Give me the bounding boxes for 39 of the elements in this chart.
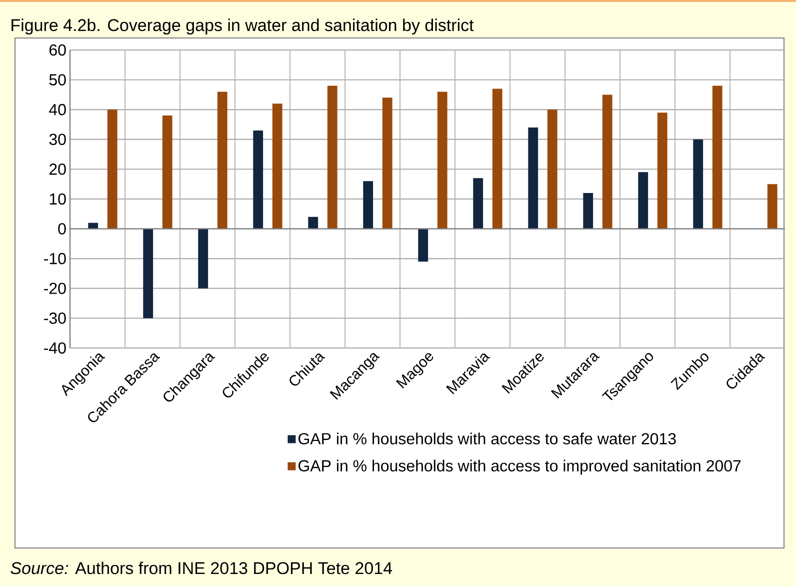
bar — [712, 86, 722, 229]
y-tick-label: 40 — [49, 104, 66, 116]
bar — [217, 92, 228, 229]
bar — [583, 193, 594, 229]
y-tick-label: 50 — [49, 74, 66, 86]
y-tick-label: -40 — [44, 342, 66, 354]
legend-label: GAP in % households with access to safe water 2013 — [298, 432, 676, 444]
y-tick-label: -30 — [44, 312, 66, 324]
bar — [272, 104, 282, 229]
y-tick-label: 20 — [49, 164, 66, 175]
bar — [363, 181, 374, 229]
y-tick-label: 60 — [49, 44, 66, 56]
chart-title: Figure 4.2b. Coverage gaps in water and sanitation by district — [12, 18, 474, 35]
bar — [418, 228, 428, 262]
bar — [602, 94, 612, 229]
bar — [473, 178, 484, 229]
bar — [308, 216, 318, 229]
bar — [547, 110, 558, 229]
bar — [437, 92, 448, 229]
bar — [107, 110, 118, 229]
bar — [162, 116, 172, 229]
y-tick-label: 0 — [58, 223, 66, 234]
bar — [528, 127, 538, 229]
bar — [253, 130, 264, 229]
bar — [693, 139, 704, 229]
y-tick-label: -20 — [44, 282, 66, 294]
y-tick-label: 30 — [49, 134, 66, 146]
bar — [657, 112, 668, 229]
bar — [143, 228, 154, 318]
legend-label: GAP in % households with access to improved sanitation 2007 — [298, 460, 741, 475]
bar — [382, 98, 392, 229]
y-tick-label: -10 — [44, 252, 66, 264]
text: Source: Authors from INE 2013 DPOPH Tete 2014 — [10, 562, 392, 574]
bar — [327, 86, 338, 229]
bar — [638, 172, 648, 229]
bar — [767, 184, 778, 229]
bar — [198, 228, 208, 288]
y-tick-label: 10 — [50, 193, 66, 205]
bar — [492, 88, 502, 229]
